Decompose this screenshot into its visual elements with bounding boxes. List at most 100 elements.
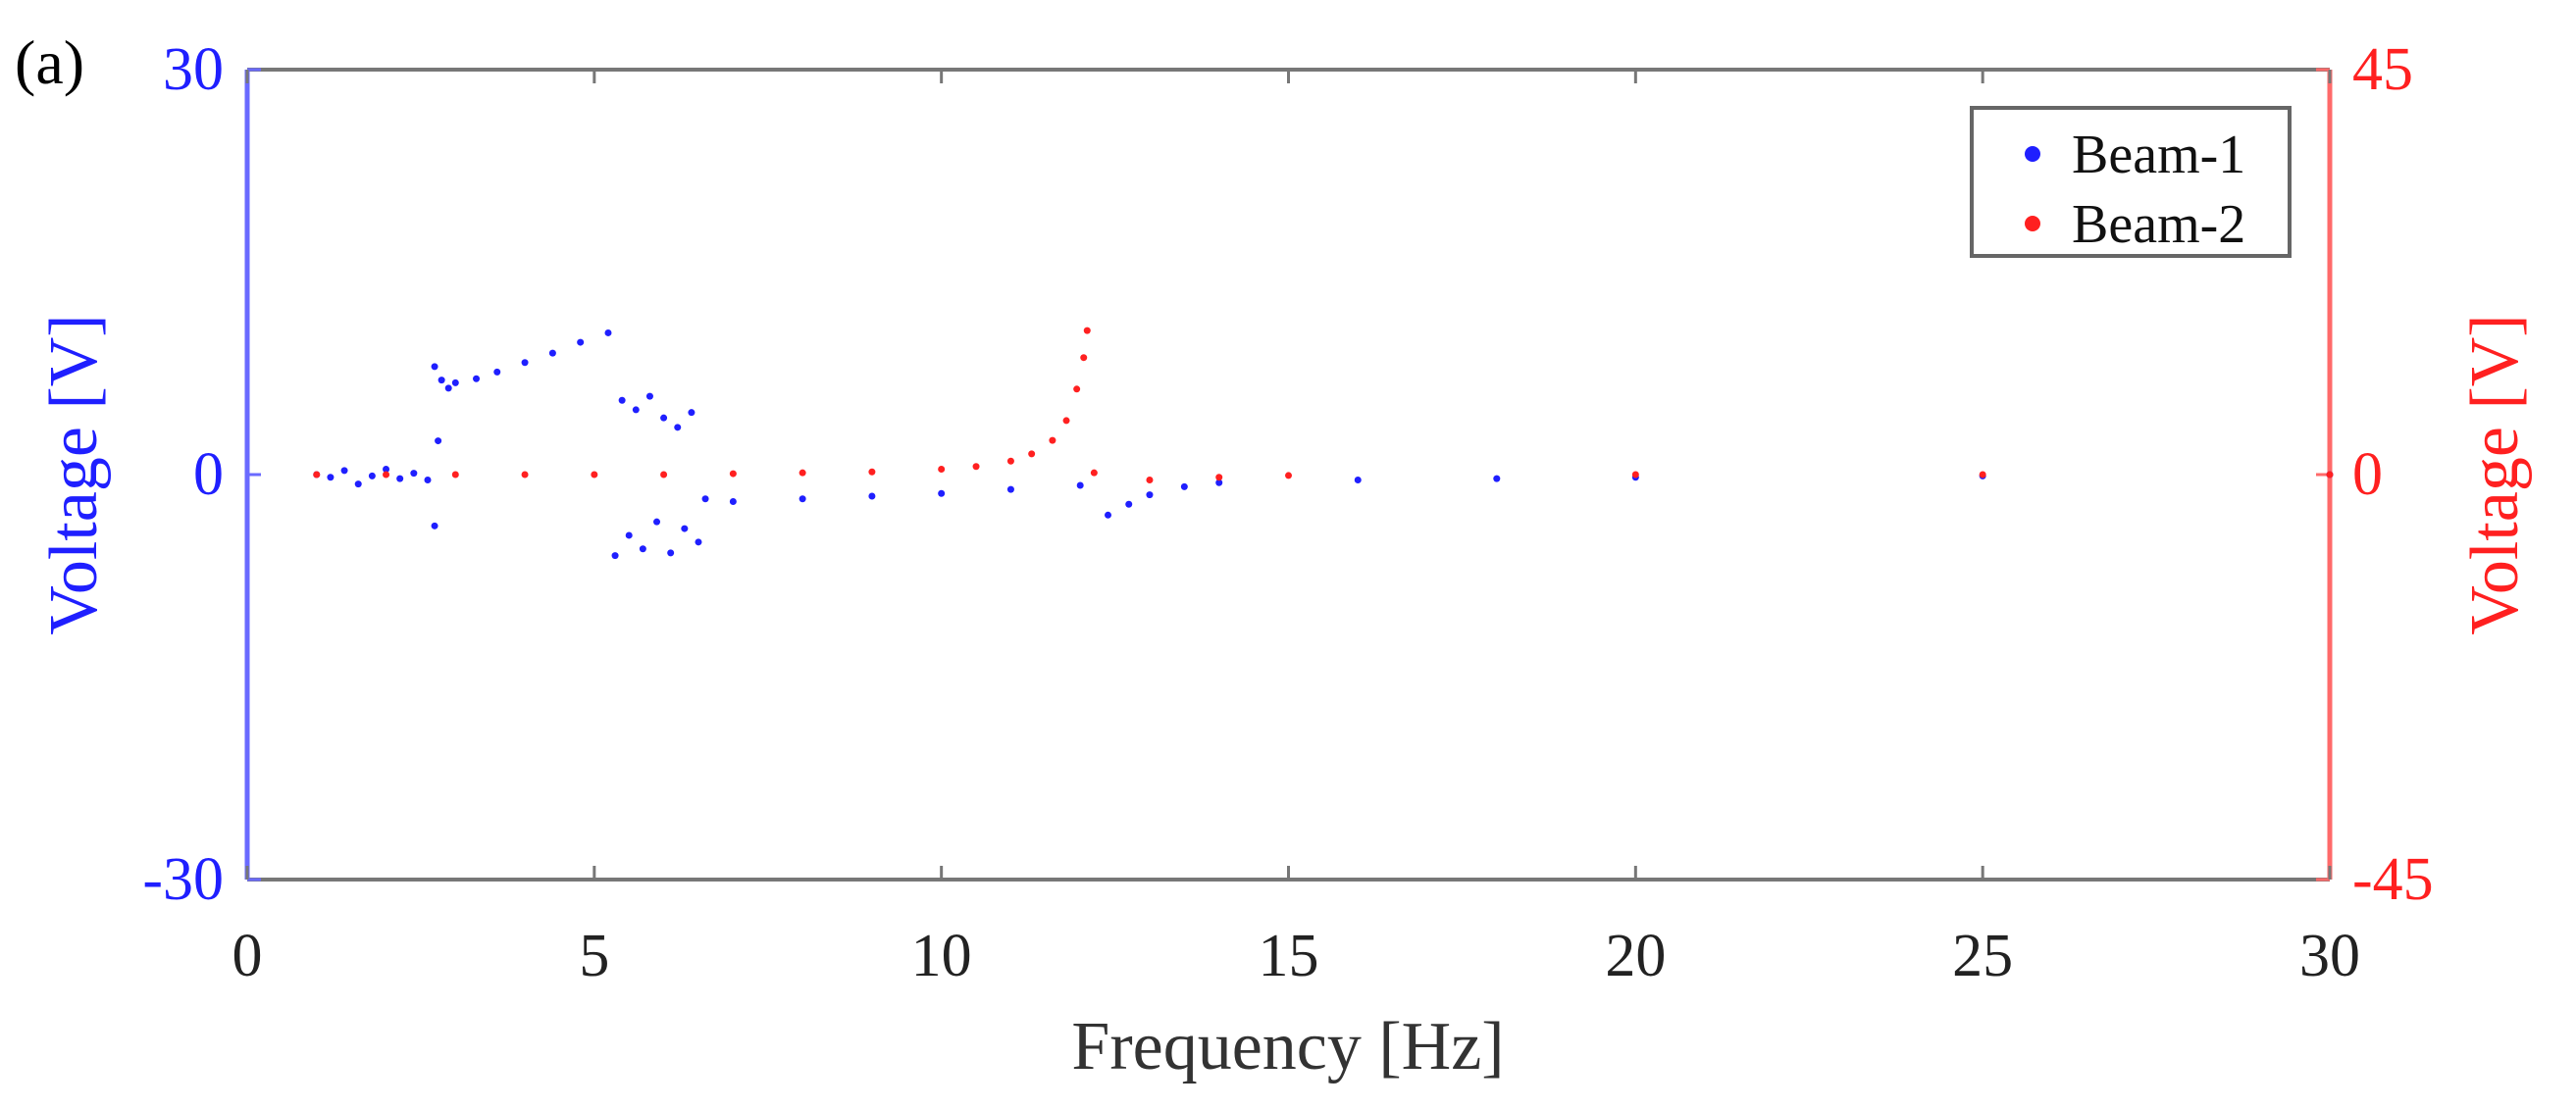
data-point-beam-1 bbox=[681, 525, 689, 532]
data-point-beam-1 bbox=[340, 467, 348, 475]
data-point-beam-1 bbox=[354, 480, 362, 488]
data-point-beam-1 bbox=[438, 377, 445, 384]
x-tick-label: 15 bbox=[1259, 923, 1319, 989]
data-point-beam-2 bbox=[729, 470, 737, 478]
data-point-beam-1 bbox=[1125, 500, 1133, 508]
data-point-beam-2 bbox=[591, 471, 598, 479]
legend-beam-2-label: Beam-2 bbox=[2072, 194, 2245, 255]
data-point-beam-1 bbox=[435, 437, 442, 445]
data-point-beam-2 bbox=[2326, 471, 2334, 479]
data-point-beam-2 bbox=[383, 471, 390, 479]
data-point-beam-1 bbox=[868, 492, 876, 500]
legend: Beam-1 Beam-2 bbox=[1970, 106, 2292, 258]
data-point-beam-1 bbox=[1006, 485, 1014, 493]
legend-beam-1-marker bbox=[2025, 146, 2040, 162]
data-point-beam-1 bbox=[1105, 511, 1112, 519]
data-point-beam-1 bbox=[632, 406, 640, 414]
data-point-beam-1 bbox=[695, 538, 702, 546]
data-point-beam-2 bbox=[1028, 450, 1036, 458]
data-point-beam-2 bbox=[1631, 471, 1639, 479]
data-point-beam-1 bbox=[493, 368, 501, 376]
data-point-beam-1 bbox=[667, 549, 675, 557]
right-y-tick-label: -45 bbox=[2352, 846, 2434, 913]
right-y-tick-label: 0 bbox=[2352, 441, 2383, 508]
data-point-beam-2 bbox=[1215, 474, 1223, 481]
x-tick-label: 30 bbox=[2299, 923, 2360, 989]
data-point-beam-2 bbox=[1979, 471, 1986, 479]
data-point-beam-2 bbox=[1285, 472, 1292, 479]
legend-beam-1-label: Beam-1 bbox=[2072, 125, 2245, 185]
x-tick-label: 5 bbox=[579, 923, 609, 989]
data-point-beam-1 bbox=[327, 474, 335, 481]
data-point-beam-1 bbox=[1076, 481, 1084, 489]
data-point-beam-1 bbox=[1180, 482, 1188, 490]
data-point-beam-1 bbox=[444, 384, 452, 392]
data-point-beam-2 bbox=[799, 469, 806, 477]
left-y-tick-label: 30 bbox=[163, 36, 224, 103]
data-point-beam-1 bbox=[431, 363, 438, 371]
data-point-beam-2 bbox=[1062, 417, 1070, 425]
data-point-beam-1 bbox=[548, 349, 556, 357]
legend-beam-2-marker bbox=[2025, 216, 2040, 231]
series-beam-1 bbox=[313, 328, 2334, 560]
data-point-beam-1 bbox=[653, 518, 661, 526]
x-tick-label: 0 bbox=[232, 923, 263, 989]
data-point-beam-1 bbox=[611, 552, 619, 560]
right-y-tick-label: 45 bbox=[2352, 36, 2413, 103]
legend-box bbox=[1970, 106, 2292, 258]
data-point-beam-2 bbox=[1006, 457, 1014, 465]
data-point-beam-1 bbox=[938, 489, 946, 497]
data-point-beam-2 bbox=[313, 471, 321, 479]
right-y-axis-title: Voltage [V] bbox=[2457, 314, 2533, 634]
data-point-beam-1 bbox=[521, 359, 529, 367]
data-point-beam-1 bbox=[1146, 491, 1154, 499]
data-point-beam-1 bbox=[368, 472, 376, 479]
data-point-beam-1 bbox=[577, 338, 585, 346]
data-point-beam-1 bbox=[383, 465, 390, 473]
data-point-beam-1 bbox=[660, 414, 668, 422]
data-point-beam-2 bbox=[1146, 477, 1154, 484]
data-point-beam-1 bbox=[451, 378, 459, 386]
data-point-beam-1 bbox=[410, 470, 418, 478]
left-y-axis-title: Voltage [V] bbox=[36, 314, 112, 634]
right-y-axis-ticks: 45 0 -45 bbox=[2316, 36, 2434, 913]
data-point-beam-1 bbox=[618, 396, 626, 404]
data-point-beam-2 bbox=[1049, 436, 1056, 444]
series-beam-2 bbox=[313, 327, 2334, 484]
left-y-tick-label: 0 bbox=[193, 441, 224, 508]
data-point-beam-1 bbox=[639, 545, 646, 553]
data-point-beam-1 bbox=[674, 424, 682, 431]
data-point-beam-1 bbox=[799, 495, 806, 503]
data-point-beam-1 bbox=[431, 522, 438, 529]
data-point-beam-2 bbox=[521, 471, 529, 479]
data-point-beam-1 bbox=[604, 328, 612, 336]
data-point-beam-1 bbox=[1354, 477, 1362, 484]
data-point-beam-2 bbox=[660, 471, 668, 479]
x-axis-ticks: 0 5 10 15 20 25 30 bbox=[232, 70, 2360, 989]
data-point-beam-1 bbox=[424, 477, 432, 484]
x-axis-title: Frequency [Hz] bbox=[1071, 1009, 1504, 1084]
x-tick-label: 25 bbox=[1952, 923, 2013, 989]
data-point-beam-1 bbox=[688, 409, 696, 417]
data-point-beam-2 bbox=[1073, 385, 1081, 393]
data-point-beam-1 bbox=[1215, 479, 1223, 486]
data-point-beam-1 bbox=[729, 498, 737, 506]
x-tick-label: 10 bbox=[911, 923, 972, 989]
data-point-beam-1 bbox=[625, 531, 633, 539]
data-point-beam-1 bbox=[701, 495, 709, 503]
x-tick-label: 20 bbox=[1605, 923, 1666, 989]
data-point-beam-2 bbox=[1083, 327, 1091, 334]
data-point-beam-2 bbox=[938, 465, 946, 473]
series-layer bbox=[313, 327, 2334, 560]
data-point-beam-1 bbox=[396, 475, 404, 482]
data-point-beam-1 bbox=[1493, 475, 1501, 482]
data-point-beam-2 bbox=[1090, 469, 1098, 477]
data-point-beam-2 bbox=[868, 468, 876, 476]
data-point-beam-2 bbox=[1080, 354, 1088, 362]
data-point-beam-2 bbox=[451, 471, 459, 479]
data-point-beam-2 bbox=[972, 463, 980, 471]
data-point-beam-1 bbox=[645, 392, 653, 400]
data-point-beam-1 bbox=[473, 375, 481, 382]
panel-label: (a) bbox=[15, 27, 84, 97]
